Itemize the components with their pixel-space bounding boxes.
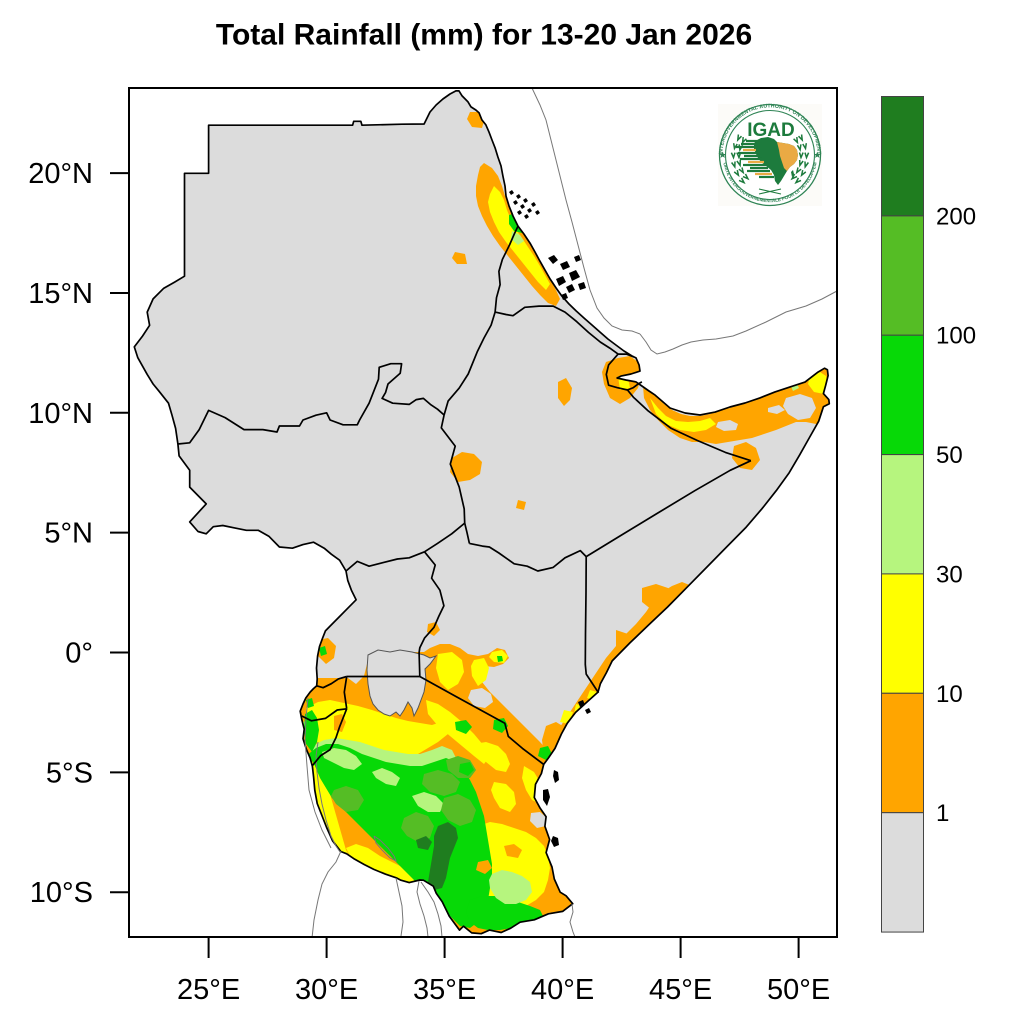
svg-text:200: 200 (936, 203, 976, 230)
svg-text:10°S: 10°S (30, 877, 93, 909)
svg-text:35°E: 35°E (413, 974, 476, 1006)
svg-text:IGAD: IGAD (747, 120, 795, 141)
svg-text:5°S: 5°S (46, 757, 93, 789)
svg-text:15°N: 15°N (28, 278, 93, 310)
svg-text:0°: 0° (65, 638, 93, 670)
svg-text:20°N: 20°N (28, 158, 93, 190)
svg-text:45°E: 45°E (649, 974, 712, 1006)
svg-text:5°N: 5°N (44, 518, 93, 550)
svg-text:30: 30 (936, 561, 963, 588)
svg-text:10: 10 (936, 681, 963, 708)
svg-text:1: 1 (936, 800, 949, 827)
svg-text:40°E: 40°E (531, 974, 594, 1006)
svg-text:10°N: 10°N (28, 398, 93, 430)
svg-text:25°E: 25°E (177, 974, 240, 1006)
svg-text:100: 100 (936, 323, 976, 350)
svg-text:30°E: 30°E (295, 974, 358, 1006)
svg-text:Total Rainfall (mm) for 13-20: Total Rainfall (mm) for 13-20 Jan 2026 (216, 19, 752, 52)
svg-text:50: 50 (936, 442, 963, 469)
svg-text:50°E: 50°E (767, 974, 830, 1006)
